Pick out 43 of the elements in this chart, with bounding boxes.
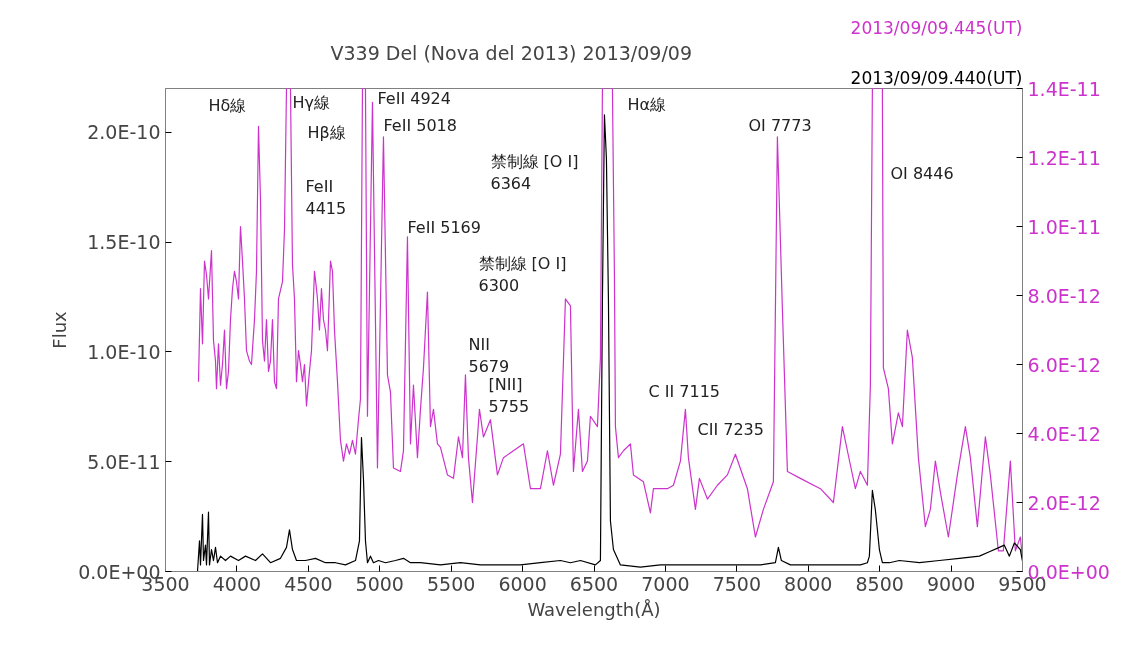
x-tick-label: 6500 [569,572,619,595]
x-axis-title: Wavelength(Å) [527,598,661,620]
y-tick-label: 1.5E-10 [87,231,161,254]
y-tick-label: 5.0E-11 [87,450,161,473]
y2-tick-label: 1.2E-11 [1027,146,1101,169]
annotation: FeII 5018 [383,116,457,135]
y2-tick-label: 8.0E-12 [1027,284,1101,307]
annotation: OI 8446 [890,164,954,183]
annotation: 禁制線 [O I] 6300 [478,253,567,296]
x-tick-label: 7000 [641,572,690,595]
x-tick-label: 4000 [212,572,262,595]
y2-tick-label: 6.0E-12 [1027,353,1101,376]
y2-tick-label: 1.0E-11 [1027,215,1101,238]
annotation: Hδ線 [208,96,247,115]
y2-tick-label: 2.0E-12 [1027,491,1101,514]
x-tick-label: 8000 [784,572,833,595]
text: 2013/09/09.440(UT) [850,67,1023,88]
x-tick-label: 8500 [855,572,904,595]
x-tick-label: 7500 [712,572,762,595]
y-axis-title: Flux [49,310,71,349]
y-tick-label: 2.0E-10 [87,121,161,144]
annotation: NII 5679 [468,334,510,377]
annotation: C II 7115 [648,382,720,401]
y2-tick-label: 4.0E-12 [1027,422,1101,445]
annotation: [NII] 5755 [488,374,530,417]
annotation: CII 7235 [697,420,764,439]
x-tick-label: 6000 [498,572,547,595]
x-tick-label: 9000 [926,572,976,595]
annotation: FeII 4415 [305,176,347,219]
x-tick-label: 5500 [426,572,476,595]
annotation: OI 7773 [748,116,812,135]
chart-title: V339 Del (Nova del 2013) 2013/09/09 [330,41,693,64]
x-tick-label: 5000 [355,572,404,595]
annotation: FeII 4924 [377,89,451,108]
y-tick-label: 1.0E-10 [87,340,161,363]
annotation: Hγ線 [292,93,330,112]
x-tick-label: 4500 [284,572,333,595]
y2-tick-label: 1.4E-11 [1027,77,1101,100]
annotation: Hβ線 [307,123,346,142]
annotation: FeII 5169 [407,218,481,237]
annotation: 禁制線 [O I] 6364 [490,151,579,194]
annotation: Hα線 [627,95,667,114]
text: 2013/09/09.445(UT) [850,17,1023,38]
